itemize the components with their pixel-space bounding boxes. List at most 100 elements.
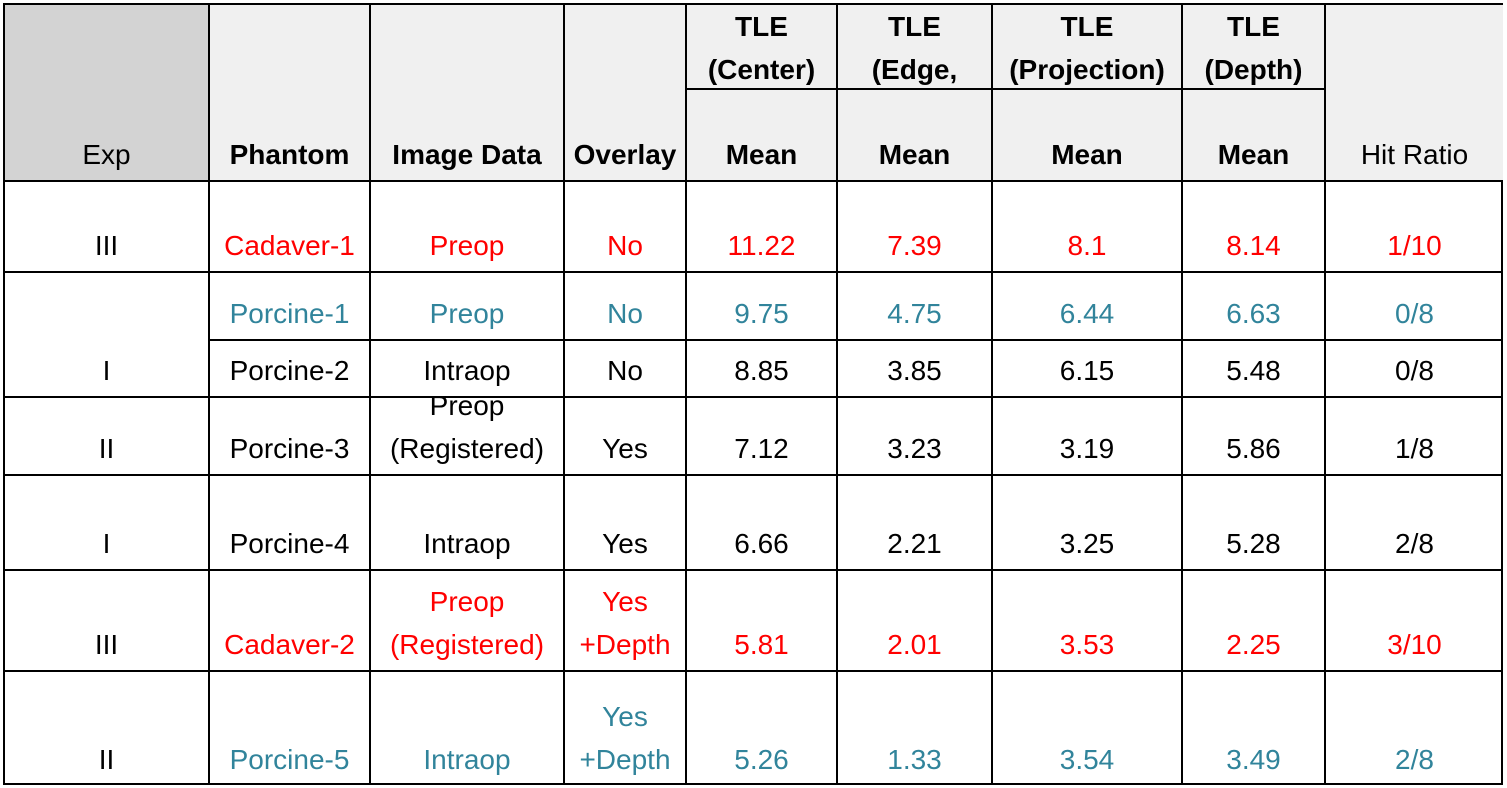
row-overlay-line2: +Depth xyxy=(579,629,671,660)
row-hit-ratio-value: 1/8 xyxy=(1395,433,1434,464)
header-image-data-label: Image Data xyxy=(392,139,542,170)
row-hit-ratio-value: 2/8 xyxy=(1395,528,1434,559)
header-tle-edge-line2: (Edge, xyxy=(871,54,958,85)
row-hit-ratio-value: 0/8 xyxy=(1395,355,1434,386)
row-center-mean: 6.66 xyxy=(685,474,836,569)
row-hit-ratio: 3/10 xyxy=(1324,569,1503,670)
row-phantom-value: Cadaver-1 xyxy=(224,230,355,261)
row-center-mean: 8.85 xyxy=(685,339,836,396)
row-projection-value: 3.25 xyxy=(1059,528,1115,559)
row-phantom-value: Porcine-3 xyxy=(229,433,350,464)
row-image-data-value: Intraop xyxy=(423,355,511,386)
row-center-mean: 9.75 xyxy=(685,271,836,339)
header-tle-depth-line2: (Depth) xyxy=(1204,54,1303,85)
row-center-value: 7.12 xyxy=(734,433,789,464)
header-tle-depth: TLE (Depth) xyxy=(1181,3,1324,88)
header-phantom: Phantom xyxy=(208,3,369,180)
header-edge-mean: Mean xyxy=(836,88,991,180)
row-image-data-line1: Preop xyxy=(429,390,505,421)
row-projection-mean: 6.15 xyxy=(991,339,1181,396)
row-image-data: Preop xyxy=(369,271,563,339)
header-tle-edge: TLE (Edge, xyxy=(836,3,991,88)
row-edge-value: 1.33 xyxy=(887,744,942,775)
row-depth-mean: 6.63 xyxy=(1181,271,1324,339)
row-edge-mean: 1.33 xyxy=(836,670,991,785)
row-edge-value: 2.21 xyxy=(887,528,942,559)
row-center-mean: 11.22 xyxy=(685,180,836,271)
header-tle-projection-line1: TLE xyxy=(1060,11,1114,42)
row-image-data: Intraop xyxy=(369,474,563,569)
row-hit-ratio-value: 2/8 xyxy=(1395,744,1434,775)
header-phantom-label: Phantom xyxy=(229,139,350,170)
row-overlay: Yes +Depth xyxy=(563,670,685,785)
row-depth-value: 2.25 xyxy=(1226,629,1281,660)
header-tle-projection: TLE (Projection) xyxy=(991,3,1181,88)
row-overlay: No xyxy=(563,339,685,396)
row-depth-value: 5.86 xyxy=(1226,433,1281,464)
row-projection-value: 6.15 xyxy=(1059,355,1115,386)
row-depth-mean: 5.28 xyxy=(1181,474,1324,569)
row-center-value: 5.26 xyxy=(734,744,789,775)
row-exp-value: II xyxy=(98,433,115,464)
row-edge-value: 7.39 xyxy=(887,230,942,261)
row-edge-mean: 2.21 xyxy=(836,474,991,569)
header-tle-center: TLE (Center) xyxy=(685,3,836,88)
row-depth-mean: 8.14 xyxy=(1181,180,1324,271)
row-depth-mean: 3.49 xyxy=(1181,670,1324,785)
row-edge-mean: 2.01 xyxy=(836,569,991,670)
row-edge-value: 2.01 xyxy=(887,629,942,660)
row-phantom: Porcine-2 xyxy=(208,339,369,396)
row-exp-value: III xyxy=(94,629,119,660)
row-phantom: Cadaver-2 xyxy=(208,569,369,670)
row-exp: III xyxy=(3,180,208,271)
header-hit-ratio: Hit Ratio xyxy=(1324,3,1503,180)
row-overlay-value: No xyxy=(607,298,643,329)
row-overlay: No xyxy=(563,271,685,339)
row-projection-mean: 3.53 xyxy=(991,569,1181,670)
row-overlay: Yes +Depth xyxy=(563,569,685,670)
row-edge-mean: 3.23 xyxy=(836,396,991,474)
row-image-data: Preop xyxy=(369,180,563,271)
row-image-data-value: Intraop xyxy=(423,528,511,559)
results-table: Exp Phantom Image Data Overlay TLE (Cent… xyxy=(3,3,1503,785)
row-phantom-value: Porcine-5 xyxy=(229,744,350,775)
row-image-data-value: Intraop xyxy=(423,744,511,775)
row-exp-value: I xyxy=(102,355,111,386)
row-phantom-value: Porcine-1 xyxy=(229,298,350,329)
header-overlay: Overlay xyxy=(563,3,685,180)
row-image-data-line1: Preop xyxy=(429,586,505,617)
row-exp: III xyxy=(3,569,208,670)
row-edge-value: 4.75 xyxy=(887,298,942,329)
row-image-data: Intraop xyxy=(369,670,563,785)
header-tle-center-line1: TLE xyxy=(735,11,788,42)
row-exp: II xyxy=(3,396,208,474)
header-mean-label: Mean xyxy=(1217,139,1290,170)
header-image-data: Image Data xyxy=(369,3,563,180)
row-center-value: 6.66 xyxy=(734,528,789,559)
row-image-data-line2: (Registered) xyxy=(389,433,545,464)
row-overlay: Yes xyxy=(563,474,685,569)
row-overlay: No xyxy=(563,180,685,271)
row-depth-value: 5.28 xyxy=(1226,528,1281,559)
row-hit-ratio: 1/10 xyxy=(1324,180,1503,271)
row-edge-value: 3.23 xyxy=(887,433,942,464)
row-projection-value: 8.1 xyxy=(1067,230,1107,261)
row-overlay-line1: Yes xyxy=(602,586,648,617)
row-phantom: Cadaver-1 xyxy=(208,180,369,271)
row-image-data: Preop (Registered) xyxy=(369,569,563,670)
row-image-data: Preop (Registered) xyxy=(369,390,563,474)
row-projection-value: 3.53 xyxy=(1059,629,1115,660)
row-overlay-value: No xyxy=(607,355,643,386)
row-projection-value: 6.44 xyxy=(1059,298,1115,329)
row-projection-mean: 3.19 xyxy=(991,396,1181,474)
row-exp: I xyxy=(3,474,208,569)
row-overlay-value: No xyxy=(607,230,643,261)
row-overlay-line2: +Depth xyxy=(579,744,671,775)
row-phantom-value: Cadaver-2 xyxy=(224,629,355,660)
header-tle-edge-line1: TLE xyxy=(888,11,941,42)
row-exp-value: III xyxy=(94,230,119,261)
row-edge-mean: 7.39 xyxy=(836,180,991,271)
row-depth-value: 5.48 xyxy=(1226,355,1281,386)
row-projection-mean: 3.54 xyxy=(991,670,1181,785)
row-hit-ratio: 0/8 xyxy=(1324,339,1503,396)
